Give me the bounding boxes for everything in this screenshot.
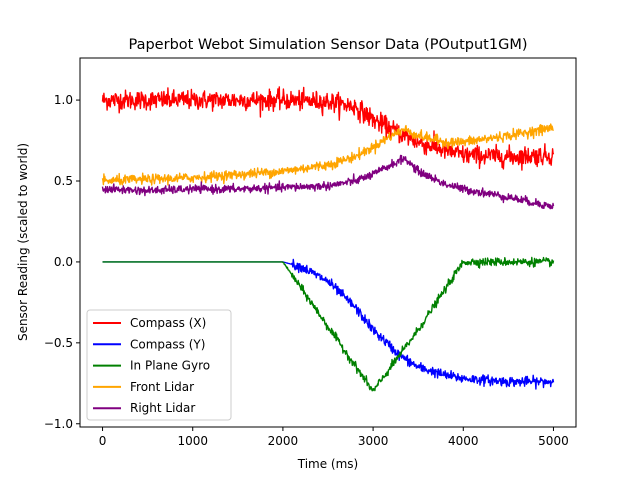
y-tick-label: 0.0	[54, 255, 73, 269]
legend-label: Right Lidar	[130, 401, 195, 415]
legend-label: In Plane Gyro	[130, 359, 210, 373]
x-tick-label: 3000	[358, 434, 389, 448]
legend-label: Front Lidar	[130, 380, 194, 394]
series-line-front-lidar	[101, 123, 554, 186]
x-tick-label: 0	[99, 434, 107, 448]
y-axis-label: Sensor Reading (scaled to world)	[16, 143, 30, 341]
x-axis: 0 1000 2000 3000 4000 5000	[99, 427, 569, 448]
legend-box	[86, 309, 232, 421]
legend-label: Compass (X)	[130, 316, 206, 330]
chart-title: Paperbot Webot Simulation Sensor Data (P…	[129, 37, 528, 53]
x-tick-label: 4000	[448, 434, 479, 448]
x-tick-label: 2000	[268, 434, 299, 448]
y-tick-label: −0.5	[44, 336, 73, 350]
series-line-right-lidar	[101, 154, 555, 210]
y-tick-label: 0.5	[54, 174, 73, 188]
legend: Compass (X) Compass (Y) In Plane Gyro Front…	[86, 309, 232, 421]
x-tick-label: 5000	[538, 434, 569, 448]
series-line-compass-x	[101, 86, 555, 171]
y-axis: −1.0 −0.5 0.0 0.5 1.0	[44, 93, 80, 431]
series-line-in-plane-gyro	[102, 256, 555, 392]
x-axis-label: Time (ms)	[297, 457, 359, 471]
series-layer	[101, 86, 555, 392]
y-tick-label: −1.0	[44, 417, 73, 431]
x-tick-label: 1000	[177, 434, 208, 448]
plot-frame	[79, 57, 577, 428]
legend-label: Compass (Y)	[130, 337, 205, 351]
y-tick-label: 1.0	[54, 93, 73, 107]
